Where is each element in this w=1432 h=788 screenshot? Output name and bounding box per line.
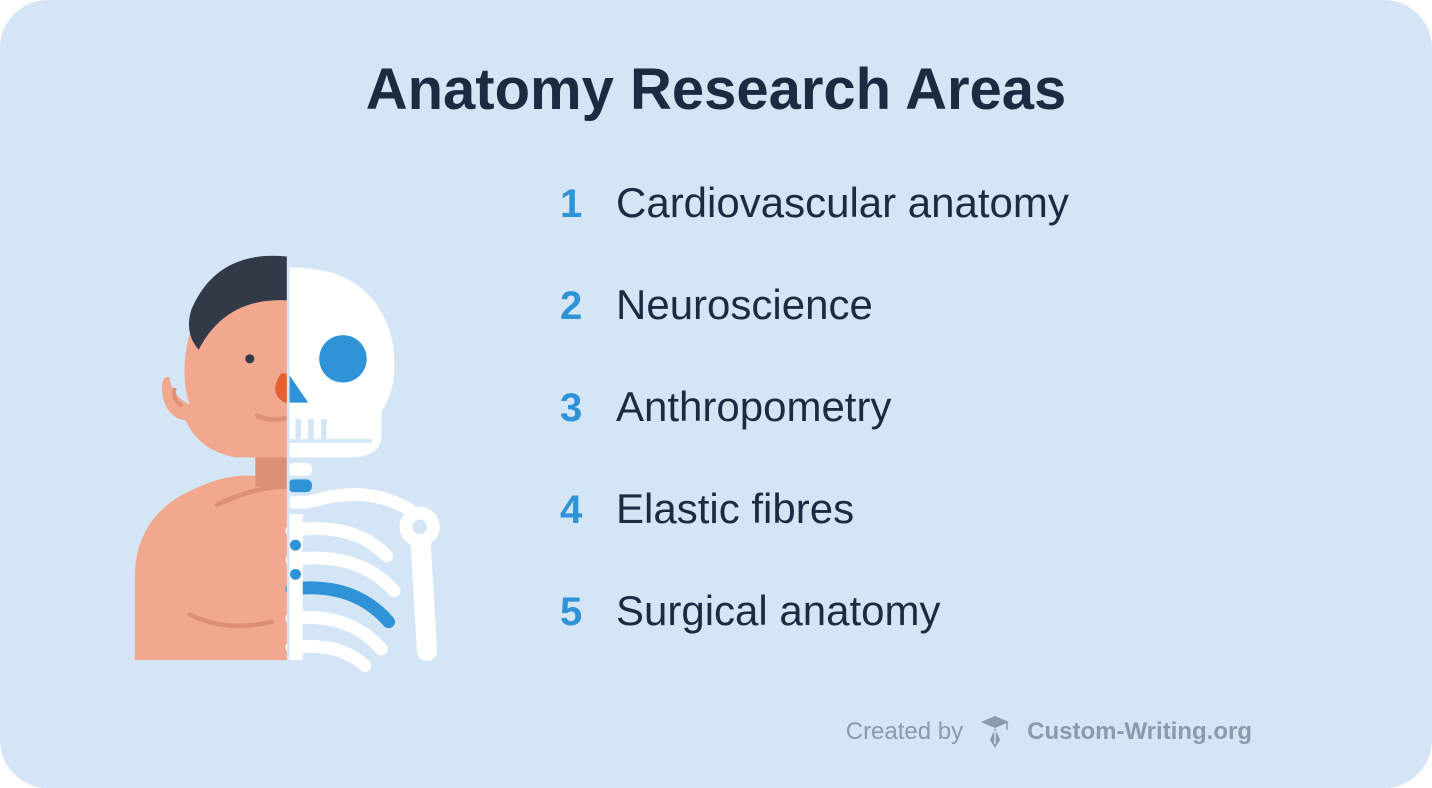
list-label: Anthropometry	[616, 383, 891, 431]
list-number: 2	[560, 284, 588, 329]
anatomy-svg	[80, 201, 500, 681]
list-number: 4	[560, 488, 588, 533]
list-item: 1 Cardiovascular anatomy	[560, 179, 1372, 227]
infographic-card: Anatomy Research Areas	[0, 0, 1432, 788]
list-number: 1	[560, 182, 588, 227]
anatomy-illustration	[60, 191, 520, 691]
graduation-pen-icon	[977, 714, 1013, 750]
attribution: Created by Custom-Writing.org	[846, 714, 1252, 750]
list-number: 5	[560, 590, 588, 635]
list-label: Neuroscience	[616, 281, 873, 329]
research-areas-list: 1 Cardiovascular anatomy 2 Neuroscience …	[560, 171, 1372, 689]
list-label: Surgical anatomy	[616, 587, 941, 635]
list-item: 2 Neuroscience	[560, 281, 1372, 329]
content-row: 1 Cardiovascular anatomy 2 Neuroscience …	[60, 171, 1372, 691]
attribution-prefix: Created by	[846, 718, 963, 746]
list-item: 4 Elastic fibres	[560, 485, 1372, 533]
list-label: Elastic fibres	[616, 485, 854, 533]
list-item: 5 Surgical anatomy	[560, 587, 1372, 635]
card-title: Anatomy Research Areas	[60, 56, 1372, 123]
list-number: 3	[560, 386, 588, 431]
list-item: 3 Anthropometry	[560, 383, 1372, 431]
attribution-name: Custom-Writing.org	[1027, 718, 1252, 746]
list-label: Cardiovascular anatomy	[616, 179, 1069, 227]
